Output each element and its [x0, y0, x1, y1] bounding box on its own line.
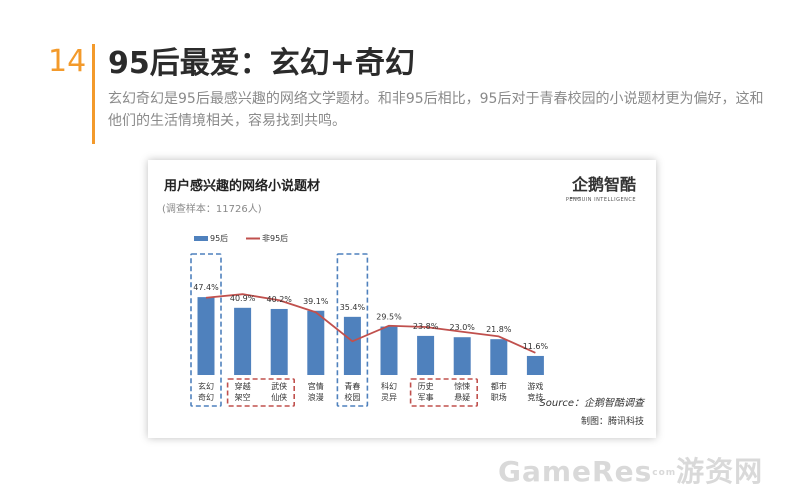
category-label-6-0: 历史 [418, 381, 434, 391]
category-label-7-1: 悬疑 [454, 392, 470, 402]
category-label-3-1: 浪漫 [308, 392, 324, 402]
penguin-logo: 企鹅智酷 PENGUIN INTELLIGENCE [566, 175, 636, 203]
data-label-8: 21.8% [486, 325, 512, 334]
bar-8 [490, 339, 508, 375]
chart-svg: 用户感兴趣的网络小说题材 (调查样本：11726人) 企鹅智酷 PENGUIN … [162, 175, 646, 427]
category-label-0-0: 玄幻 [198, 381, 214, 391]
bar-9 [526, 355, 544, 375]
category-label-2-1: 仙侠 [271, 392, 287, 402]
category-label-4-0: 青春 [344, 381, 360, 391]
category-label-6-1: 军事 [418, 392, 434, 402]
chart-card: 用户感兴趣的网络小说题材 (调查样本：11726人) 企鹅智酷 PENGUIN … [148, 160, 656, 438]
category-label-2-0: 武侠 [271, 381, 287, 391]
category-label-9-1: 竞技 [527, 392, 543, 402]
bar-7 [453, 337, 471, 375]
category-label-0-1: 奇幻 [198, 392, 214, 402]
chart-subtitle: (调查样本：11726人) [162, 202, 262, 215]
category-label-1-0: 穿越 [235, 381, 251, 391]
watermark-suffix: 游资网 [676, 455, 764, 488]
data-label-1: 40.9% [230, 294, 256, 303]
highlight-box-3 [409, 378, 479, 407]
bar-2 [270, 308, 288, 375]
bar-5 [380, 326, 398, 375]
category-label-8-1: 职场 [491, 393, 507, 402]
watermark-text: GameRes [498, 455, 653, 488]
data-label-6: 23.8% [413, 322, 439, 331]
accent-bar [92, 44, 95, 144]
highlight-box-2 [336, 253, 369, 407]
category-label-1-1: 架空 [235, 392, 251, 402]
data-label-5: 29.5% [376, 313, 402, 322]
legend-label-95: 95后 [210, 233, 228, 243]
chart-credit: 制图：腾讯科技 [581, 415, 644, 427]
slide-description: 玄幻奇幻是95后最感兴趣的网络文学题材。和非95后相比，95后对于青春校园的小说… [108, 91, 764, 129]
data-label-3: 39.1% [303, 297, 329, 306]
legend-swatch-95 [194, 236, 208, 241]
logo-text: 企鹅智酷 [571, 175, 636, 194]
category-label-8-0: 都市 [491, 381, 507, 391]
slide-title: 95后最爱：玄幻+奇幻 [108, 46, 415, 81]
highlight-box-1 [226, 378, 295, 407]
data-label-7: 23.0% [449, 323, 475, 332]
data-label-4: 35.4% [340, 303, 366, 312]
category-label-3-0: 宫情 [308, 381, 324, 391]
highlight-box-0 [190, 253, 222, 407]
chart-title: 用户感兴趣的网络小说题材 [163, 178, 320, 194]
chart-legend: 95后 非95后 [194, 233, 288, 243]
chart-source: Source：企鹅智酷调查 [539, 397, 646, 409]
watermark-sub: com [652, 468, 677, 478]
category-label-5-0: 科幻 [381, 381, 397, 391]
bar-4 [343, 316, 361, 375]
category-label-4-1: 校园 [344, 392, 360, 402]
logo-subtext: PENGUIN INTELLIGENCE [566, 197, 636, 203]
data-label-2: 40.2% [266, 295, 292, 304]
data-label-0: 47.4% [193, 283, 219, 292]
bar-1 [234, 307, 252, 375]
bar-3 [307, 310, 325, 375]
legend-label-non95: 非95后 [262, 233, 288, 243]
data-label-9: 11.6% [523, 342, 549, 351]
category-label-5-1: 灵异 [381, 393, 397, 402]
bar-0 [197, 297, 215, 375]
slide-number: 14 [48, 44, 87, 79]
line-non95 [205, 293, 536, 354]
bar-6 [417, 335, 435, 375]
category-label-7-0: 惊悚 [454, 381, 470, 391]
watermark: GameRescom游资网 [498, 450, 763, 490]
category-label-9-0: 游戏 [527, 381, 543, 391]
